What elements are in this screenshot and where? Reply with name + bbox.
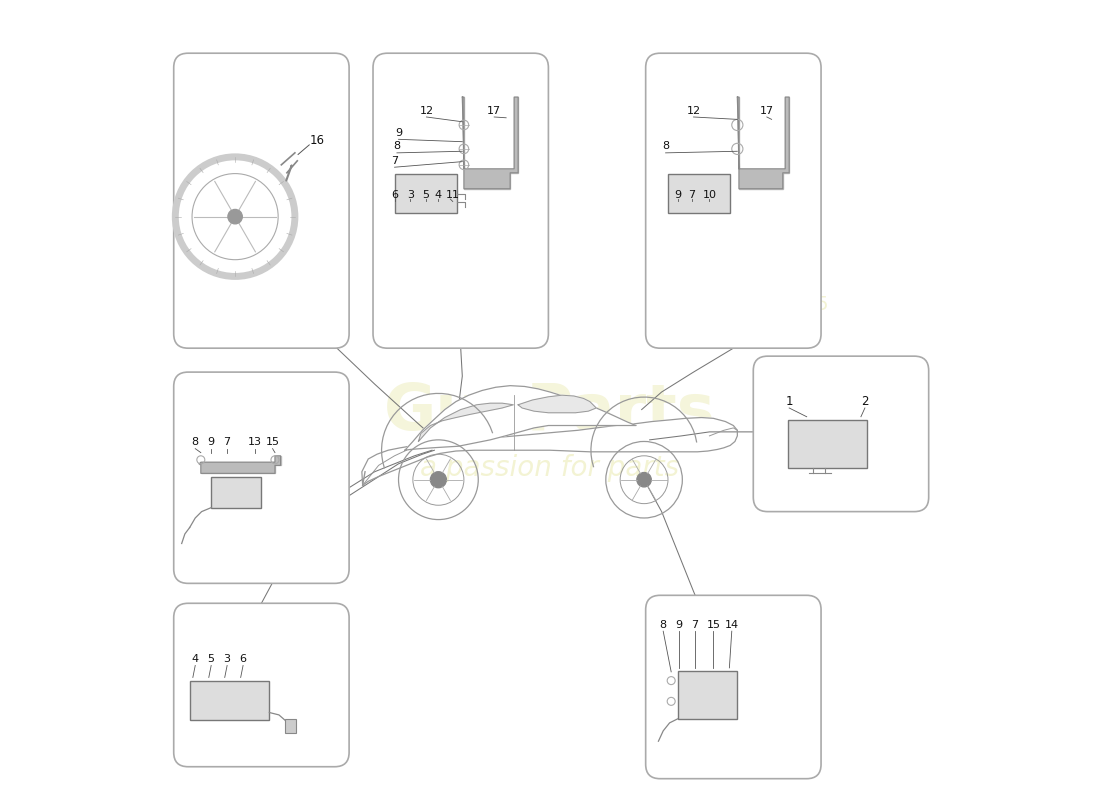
Text: 1: 1 — [785, 395, 793, 408]
Bar — [678, 671, 737, 719]
Polygon shape — [462, 97, 518, 189]
Text: 11: 11 — [446, 190, 460, 200]
Text: 15: 15 — [265, 438, 279, 447]
FancyBboxPatch shape — [646, 595, 821, 778]
Text: 1985: 1985 — [780, 295, 829, 314]
Text: GunParts: GunParts — [384, 381, 716, 443]
Text: 12: 12 — [419, 106, 433, 116]
Text: 12: 12 — [686, 106, 701, 116]
Circle shape — [228, 210, 242, 224]
Bar — [395, 174, 456, 213]
Text: 13: 13 — [248, 438, 262, 447]
Text: 5: 5 — [422, 190, 429, 200]
Text: 15: 15 — [706, 620, 721, 630]
FancyBboxPatch shape — [646, 54, 821, 348]
Polygon shape — [199, 456, 280, 474]
Text: 7: 7 — [223, 438, 231, 447]
Text: 8: 8 — [191, 438, 199, 447]
Text: 9: 9 — [208, 438, 214, 447]
Text: 5: 5 — [208, 654, 214, 664]
Polygon shape — [518, 395, 596, 413]
Text: 16: 16 — [310, 134, 324, 147]
Text: 9: 9 — [674, 190, 681, 200]
Bar — [668, 174, 730, 213]
Text: 6: 6 — [390, 190, 398, 200]
Text: 7: 7 — [390, 156, 398, 166]
Polygon shape — [418, 403, 514, 442]
FancyBboxPatch shape — [174, 54, 349, 348]
Polygon shape — [737, 97, 789, 189]
Text: 10: 10 — [703, 190, 716, 200]
Text: 8: 8 — [394, 142, 400, 151]
Text: 3: 3 — [407, 190, 414, 200]
Circle shape — [430, 472, 447, 488]
Text: 4: 4 — [434, 190, 442, 200]
FancyBboxPatch shape — [174, 603, 349, 766]
Circle shape — [637, 473, 651, 487]
FancyBboxPatch shape — [174, 372, 349, 583]
Bar — [285, 719, 297, 734]
Text: 7: 7 — [692, 620, 698, 630]
Text: 9: 9 — [395, 128, 403, 138]
Text: 2: 2 — [861, 395, 869, 408]
Bar — [211, 478, 261, 508]
FancyBboxPatch shape — [754, 356, 928, 512]
Text: 6: 6 — [240, 654, 246, 664]
FancyBboxPatch shape — [373, 54, 549, 348]
FancyArrowPatch shape — [286, 166, 292, 181]
Text: 17: 17 — [487, 106, 502, 116]
Text: a passion for parts: a passion for parts — [420, 454, 680, 482]
Bar — [788, 420, 867, 468]
Text: 17: 17 — [760, 106, 774, 116]
Polygon shape — [405, 386, 636, 450]
Text: 14: 14 — [725, 620, 739, 630]
Text: 8: 8 — [662, 142, 669, 151]
Text: 7: 7 — [689, 190, 695, 200]
Text: 3: 3 — [223, 654, 231, 664]
Text: 8: 8 — [660, 620, 667, 630]
Text: 9: 9 — [675, 620, 683, 630]
Polygon shape — [362, 418, 737, 486]
Bar — [189, 681, 270, 721]
Text: 4: 4 — [191, 654, 199, 664]
